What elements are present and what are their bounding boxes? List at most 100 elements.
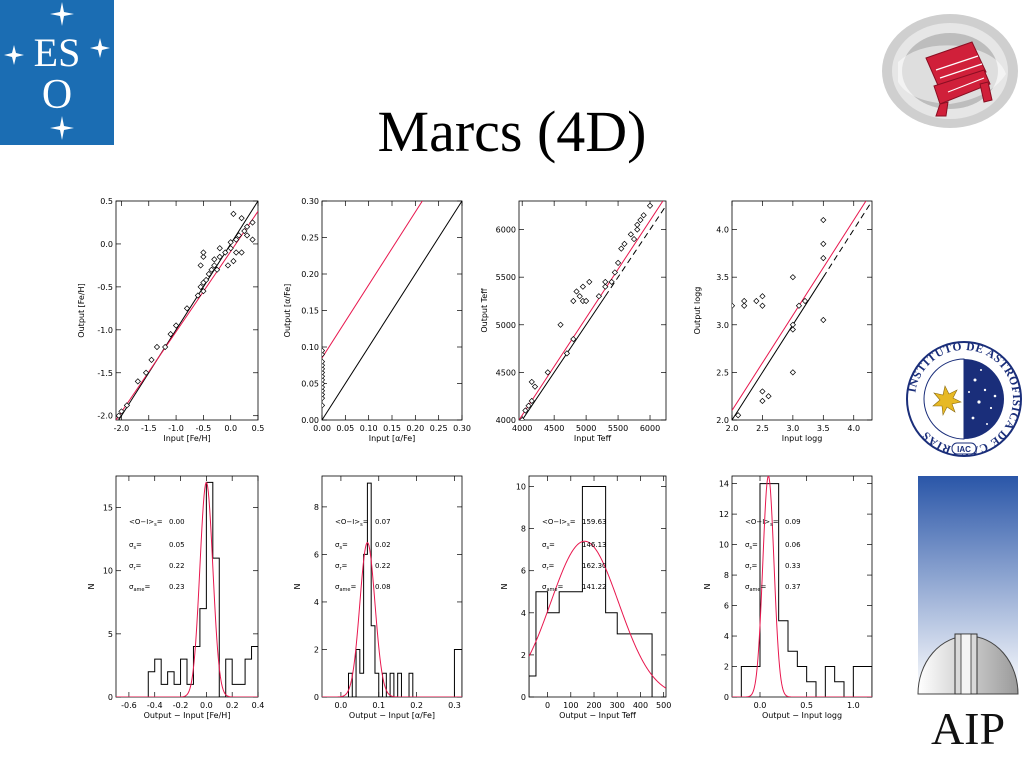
y-tick-label: 10: [719, 541, 729, 550]
data-point: [211, 256, 218, 263]
y-tick-label: -1.0: [97, 326, 113, 335]
data-point: [732, 302, 736, 309]
stat-value: 0.05: [169, 541, 185, 549]
data-point: [563, 350, 571, 357]
y-tick-label: 0: [314, 693, 319, 702]
data-point: [227, 245, 234, 252]
x-tick-label: 0.05: [336, 424, 354, 433]
y-tick-label: 0.20: [301, 270, 319, 279]
data-point: [162, 343, 169, 351]
y-tick-label: 5000: [496, 321, 516, 330]
histogram-bar: [453, 648, 462, 697]
series-line-one-to-one: [732, 276, 824, 420]
y-tick-label: 4: [521, 609, 526, 618]
x-tick-label: -2.0: [114, 424, 130, 433]
stat-equals: =: [557, 583, 563, 591]
y-tick-label: 8: [314, 503, 319, 512]
stat-label: <O−I>s=: [542, 518, 576, 528]
stat-subscript: s: [770, 522, 773, 528]
x-tick-label: 2.5: [756, 424, 769, 433]
x-tick-label: 0: [545, 701, 550, 710]
series-line-one-to-one: [118, 201, 258, 420]
plot-frame: [115, 200, 259, 421]
x-tick-label: 0.2: [410, 701, 423, 710]
x-tick-label: 0.15: [383, 424, 401, 433]
stat-value: 0.33: [785, 562, 801, 570]
data-point: [222, 249, 229, 256]
data-point: [208, 266, 215, 273]
stat-symbol: σ: [745, 583, 750, 591]
y-tick-label: 4: [314, 598, 319, 607]
x-tick-label: -0.4: [147, 701, 163, 710]
x-tick-label: 0.00: [313, 424, 331, 433]
y-tick-label: 4.0: [716, 226, 729, 235]
y-tick-label: 4: [724, 632, 729, 641]
y-tick-label: 12: [719, 510, 729, 519]
series-line-fit: [519, 201, 664, 420]
data-point: [608, 278, 615, 286]
iac-logo: INSTITUTO DE ASTROFISICA DE CANARIAS IAC: [906, 341, 1022, 457]
x-tick-label: -1.5: [141, 424, 157, 433]
y-tick-label: 0.15: [301, 307, 319, 316]
x-tick-label: 500: [656, 701, 671, 710]
y-axis-label: N: [87, 583, 96, 589]
stat-label: <O−I>s=: [129, 518, 163, 528]
stat-label: σs=: [542, 541, 555, 551]
data-point: [557, 321, 564, 328]
stat-label: <O−I>s=: [335, 518, 369, 528]
chart-panel: 0.0 0.5 1.0 0 2 4 6 8 10 12 14 Output − Input logg N…: [703, 475, 873, 720]
stat-symbol: σ: [129, 541, 134, 549]
stat-subscript: s: [546, 545, 549, 551]
y-tick-label: 0.00: [301, 416, 319, 425]
y-tick-label: 4000: [496, 416, 516, 425]
x-tick-label: 6000: [640, 424, 660, 433]
stat-label: σr=: [542, 562, 555, 572]
stat-equals: =: [549, 541, 555, 549]
y-axis-label: N: [703, 583, 712, 589]
data-point: [227, 239, 234, 246]
data-point: [224, 262, 232, 269]
stat-subscript: r: [749, 566, 752, 572]
eso-letters-top: ES: [34, 30, 81, 75]
stat-value: 162.30: [582, 562, 607, 570]
x-tick-label: 3.0: [787, 424, 800, 433]
x-axis-label: Output − Input [Fe/H]: [144, 711, 231, 720]
stat-symbol: σ: [745, 541, 750, 549]
stat-equals: =: [350, 583, 356, 591]
data-point: [211, 262, 218, 269]
x-tick-label: 0.0: [200, 701, 213, 710]
stat-symbol: <O−I>: [745, 518, 770, 526]
stat-equals: =: [144, 583, 150, 591]
y-tick-label: 0: [108, 693, 113, 702]
y-tick-label: 0: [521, 693, 526, 702]
data-point: [243, 232, 251, 239]
stat-subscript: ame: [749, 587, 760, 593]
stat-value: 0.08: [375, 583, 391, 591]
data-point: [820, 240, 827, 247]
stat-label: σs=: [335, 541, 348, 551]
plot-content: [322, 201, 462, 420]
data-point: [627, 231, 634, 238]
x-axis-label: Input Teff: [574, 434, 612, 443]
stat-equals: =: [342, 541, 348, 549]
data-point: [789, 326, 796, 333]
y-tick-label: 5: [108, 630, 113, 639]
y-tick-label: 10: [103, 567, 113, 576]
aip-logo: AIP: [917, 476, 1019, 752]
plot-content: [116, 201, 258, 420]
plot-content: [732, 201, 872, 420]
data-point: [230, 210, 237, 217]
data-point: [153, 343, 161, 351]
stat-equals: =: [570, 518, 576, 526]
stat-label: σr=: [129, 562, 142, 572]
stat-value: 0.00: [169, 518, 185, 526]
series-line-one-to-one-extension: [822, 201, 872, 278]
y-axis-label: N: [293, 583, 302, 589]
data-point: [646, 202, 654, 209]
eso-logo: ES O: [0, 0, 114, 145]
y-tick-label: 0: [724, 693, 729, 702]
stat-symbol: σ: [129, 583, 134, 591]
data-point: [230, 258, 237, 265]
data-point: [734, 412, 742, 419]
data-point: [525, 402, 532, 409]
